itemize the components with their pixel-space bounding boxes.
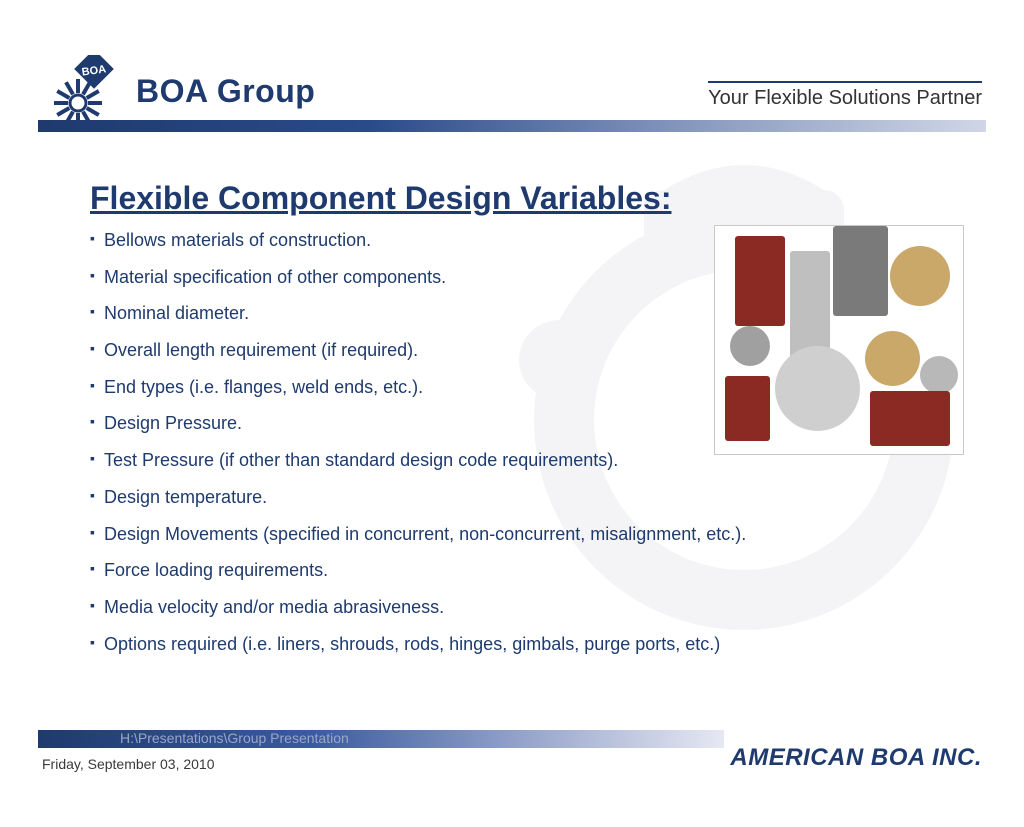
presentation-slide: BOA BOA Group Your Flexible Solutions Pa…	[0, 0, 1024, 827]
footer-company: AMERICAN BOA INC.	[730, 744, 982, 772]
bullet-item: Options required (i.e. liners, shrouds, …	[90, 634, 910, 655]
product-shape	[920, 356, 958, 394]
bullet-item: Media velocity and/or media abrasiveness…	[90, 597, 910, 618]
logo-block: BOA BOA Group	[50, 55, 315, 127]
product-shape	[735, 236, 785, 326]
product-shape	[725, 376, 770, 441]
footer-file-path: H:\Presentations\Group Presentation	[120, 730, 349, 746]
bullet-item: Force loading requirements.	[90, 560, 910, 581]
product-shape	[890, 246, 950, 306]
boa-logo-icon: BOA	[50, 55, 122, 127]
product-photo	[714, 225, 964, 455]
product-shape	[790, 251, 830, 361]
slide-title: Flexible Component Design Variables:	[90, 180, 671, 217]
product-shape	[833, 226, 888, 316]
product-shape	[775, 346, 860, 431]
bullet-item: Design temperature.	[90, 487, 910, 508]
product-shape	[730, 326, 770, 366]
header-divider-bar	[38, 120, 986, 132]
product-shape	[865, 331, 920, 386]
product-shape	[870, 391, 950, 446]
tagline: Your Flexible Solutions Partner	[708, 81, 982, 110]
company-name: BOA Group	[136, 73, 315, 110]
footer-date: Friday, September 03, 2010	[42, 756, 215, 772]
bullet-item: Design Movements (specified in concurren…	[90, 524, 910, 545]
